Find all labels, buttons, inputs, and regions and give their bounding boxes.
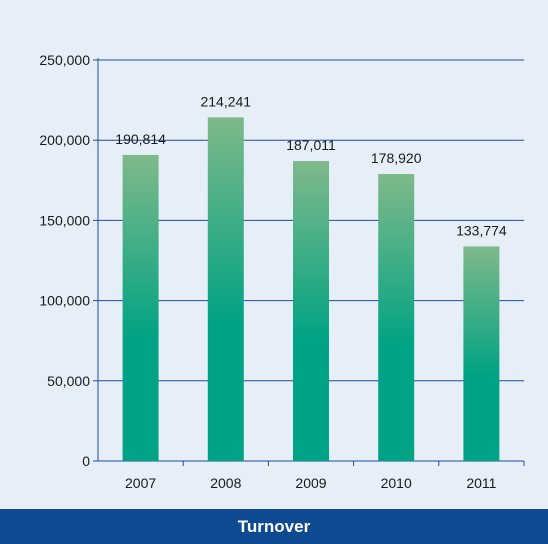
y-axis-tick-labels: 0 50,000 100,000 150,000 200,000 250,000 [39, 52, 90, 469]
x-tick-label-2009: 2009 [295, 475, 326, 491]
bar-chart: 0 50,000 100,000 150,000 200,000 250,000 190,… [39, 52, 525, 491]
bars [122, 117, 500, 462]
x-tick-label-2008: 2008 [210, 475, 241, 491]
bar-2008 [207, 117, 244, 462]
x-tick-label-2007: 2007 [125, 475, 156, 491]
y-tick-label-1: 50,000 [47, 373, 90, 389]
data-label-2009: 187,011 [286, 137, 336, 153]
y-tick-label-5: 250,000 [39, 52, 90, 68]
data-label-2010: 178,920 [371, 150, 422, 166]
y-tick-label-0: 0 [82, 453, 90, 469]
x-axis-tick-labels: 2007 2008 2009 2010 2011 [125, 475, 497, 491]
data-label-2007: 190,814 [115, 131, 166, 147]
chart-title-band: Turnover [0, 509, 548, 544]
y-tick-label-3: 150,000 [39, 212, 90, 228]
data-label-2011: 133,774 [456, 222, 507, 238]
y-tick-label-2: 100,000 [39, 293, 90, 309]
data-labels: 190,814 214,241 187,011 178,920 133,774 [115, 93, 507, 238]
bar-2007 [122, 154, 159, 462]
bar-2011 [463, 246, 500, 461]
x-tick-label-2011: 2011 [466, 475, 496, 491]
data-label-2008: 214,241 [200, 93, 251, 109]
x-tick-label-2010: 2010 [381, 475, 412, 491]
bar-2010 [378, 174, 415, 461]
y-tick-label-4: 200,000 [39, 132, 90, 148]
chart-title: Turnover [237, 516, 311, 536]
bar-2009 [293, 161, 329, 461]
